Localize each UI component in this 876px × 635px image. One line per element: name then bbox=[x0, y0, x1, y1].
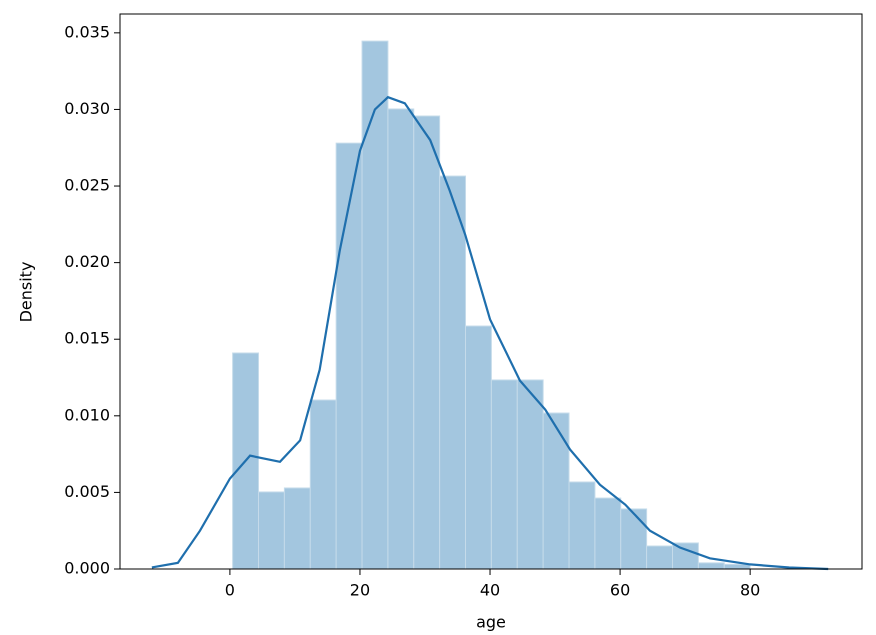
y-tick-label: 0.035 bbox=[64, 22, 110, 41]
bar bbox=[697, 562, 725, 570]
bar bbox=[361, 40, 389, 570]
x-tick-label: 80 bbox=[740, 581, 760, 600]
y-tick-label: 0.020 bbox=[64, 252, 110, 271]
bar bbox=[723, 563, 751, 570]
x-tick-label: 20 bbox=[350, 581, 370, 600]
bar bbox=[672, 542, 699, 570]
kde-line bbox=[151, 95, 829, 571]
plot-frame bbox=[119, 13, 863, 570]
y-tick-label: 0.005 bbox=[64, 482, 110, 501]
bar bbox=[258, 491, 285, 570]
y-tick-label: 0.030 bbox=[64, 99, 110, 118]
bar bbox=[283, 487, 311, 570]
bar bbox=[542, 412, 570, 570]
bar bbox=[594, 497, 622, 570]
y-tick-label: 0.025 bbox=[64, 176, 110, 195]
bar bbox=[465, 325, 492, 570]
x-tick-label: 0 bbox=[225, 581, 235, 600]
bar bbox=[439, 175, 467, 570]
bar bbox=[516, 379, 544, 570]
bar bbox=[568, 481, 596, 570]
bar bbox=[646, 545, 674, 570]
y-tick-label: 0.010 bbox=[64, 405, 110, 424]
y-tick-label: 0.000 bbox=[64, 559, 110, 578]
x-tick-label: 40 bbox=[480, 581, 500, 600]
x-axis-label: age bbox=[476, 613, 506, 632]
bar bbox=[387, 108, 415, 570]
bar bbox=[335, 142, 363, 570]
bar bbox=[309, 399, 337, 570]
bar bbox=[490, 379, 518, 570]
bar bbox=[620, 508, 648, 570]
y-tick-label: 0.015 bbox=[64, 329, 110, 348]
bar bbox=[413, 115, 441, 570]
y-axis-label: Density bbox=[17, 262, 36, 323]
x-tick-label: 60 bbox=[610, 581, 630, 600]
